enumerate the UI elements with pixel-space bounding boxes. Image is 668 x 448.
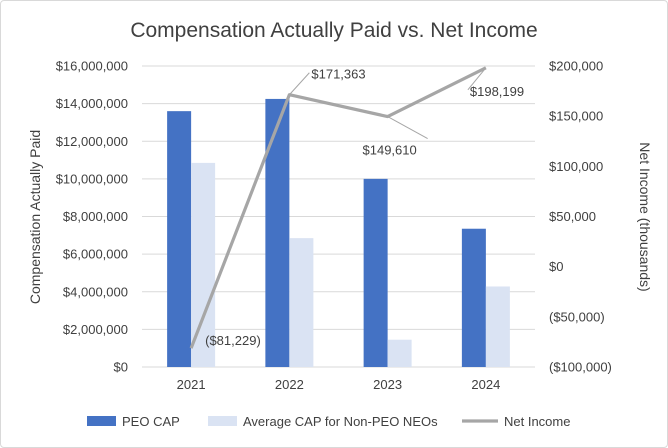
legend-label: Net Income	[504, 414, 570, 429]
net-income-polyline	[189, 66, 487, 349]
net-income-data-label: ($81,229)	[205, 333, 261, 348]
data-labels: ($81,229) $171,363 $149,610 $198,199	[205, 67, 524, 348]
peo-cap-bar	[461, 228, 486, 367]
x-axis-ticks: 2021 2022 2023 2024	[177, 377, 501, 392]
left-tick-label: $6,000,000	[63, 247, 128, 262]
legend-label: PEO CAP	[122, 414, 180, 429]
right-tick-label: $100,000	[549, 159, 603, 174]
right-tick-label: ($50,000)	[549, 309, 605, 324]
non-peo-cap-bar	[191, 162, 216, 367]
right-tick-label: ($100,000)	[549, 360, 612, 375]
legend: PEO CAP Average CAP for Non-PEO NEOs Net I…	[87, 414, 570, 429]
left-tick-label: $12,000,000	[56, 134, 128, 149]
left-axis-title: Compensation Actually Paid	[27, 130, 43, 304]
right-tick-label: $50,000	[549, 209, 596, 224]
x-tick-label: 2024	[471, 377, 500, 392]
right-tick-label: $0	[549, 259, 563, 274]
label-leader-line	[289, 72, 310, 96]
right-tick-label: $150,000	[549, 109, 603, 124]
non-peo-cap-bar	[485, 286, 510, 367]
bars	[167, 98, 510, 368]
legend-swatch	[87, 416, 116, 426]
net-income-data-label: $149,610	[363, 143, 417, 158]
peo-cap-bar	[265, 98, 290, 367]
left-tick-label: $14,000,000	[56, 96, 128, 111]
chart-title: Compensation Actually Paid vs. Net Incom…	[130, 19, 537, 42]
label-leader-line	[387, 116, 428, 139]
peo-cap-bar	[167, 111, 192, 368]
peo-cap-bar	[363, 178, 388, 367]
legend-label: Average CAP for Non-PEO NEOs	[243, 414, 438, 429]
left-tick-label: $16,000,000	[56, 59, 128, 74]
x-tick-label: 2023	[373, 377, 402, 392]
net-income-data-label: $198,199	[470, 84, 524, 99]
non-peo-cap-bar	[289, 238, 314, 367]
x-tick-label: 2022	[275, 377, 304, 392]
net-income-line	[189, 66, 487, 349]
x-tick-label: 2021	[177, 377, 206, 392]
right-tick-label: $200,000	[549, 59, 603, 74]
non-peo-cap-bar	[387, 339, 412, 367]
left-tick-label: $2,000,000	[63, 322, 128, 337]
net-income-data-label: $171,363	[311, 67, 365, 82]
legend-swatch	[208, 416, 237, 426]
left-tick-label: $4,000,000	[63, 284, 128, 299]
right-axis-ticks: ($100,000) ($50,000) $0 $50,000 $100,000 $150…	[549, 59, 612, 375]
right-axis-title: Net Income (thousands)	[637, 142, 653, 291]
left-tick-label: $8,000,000	[63, 209, 128, 224]
left-axis-ticks: $0 $2,000,000 $4,000,000 $6,000,000 $8,000,0…	[56, 59, 128, 375]
left-tick-label: $0	[114, 360, 128, 375]
left-tick-label: $10,000,000	[56, 171, 128, 186]
label-leader-line	[467, 67, 487, 91]
